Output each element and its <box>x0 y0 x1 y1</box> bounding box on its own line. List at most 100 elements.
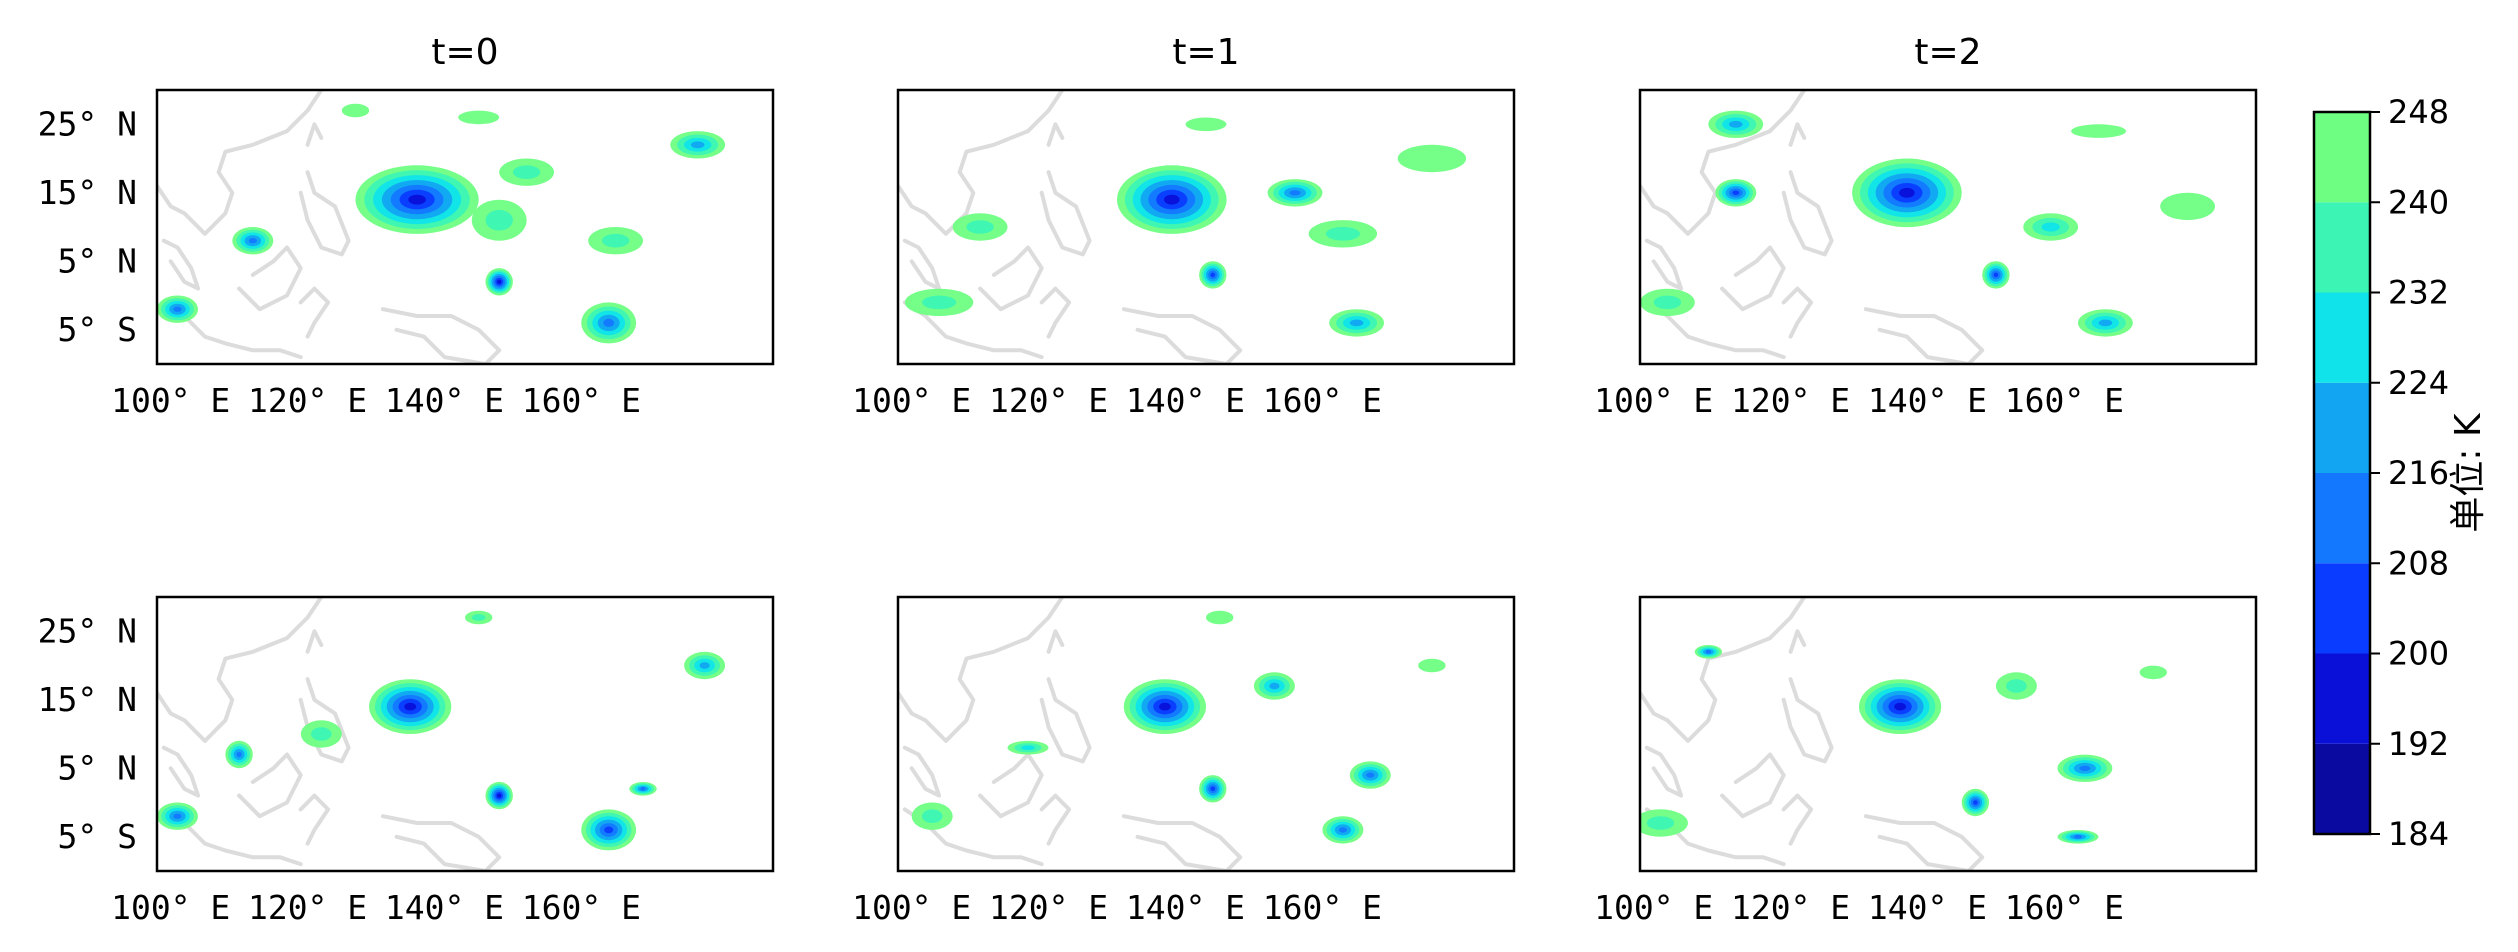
colorbar-swatch <box>2314 743 2370 834</box>
panel-frame <box>896 88 1516 366</box>
cloud-cell <box>1210 786 1216 792</box>
coastline <box>298 286 331 339</box>
cloud-cell <box>1653 295 1682 310</box>
coastline <box>1781 793 1814 846</box>
cloud-cell <box>2160 192 2216 221</box>
y-tick-label: 5° S <box>58 817 137 856</box>
x-tick-label: 160° E <box>2005 381 2124 420</box>
cloud-cell <box>1164 194 1180 205</box>
y-tick-label: 5° N <box>58 748 137 787</box>
x-tick-label: 140° E <box>1868 888 1987 927</box>
cloud-cell <box>1338 827 1347 833</box>
cloud-cell <box>922 295 957 310</box>
cloud-cell <box>236 751 242 758</box>
x-tick-label: 100° E <box>1594 888 1713 927</box>
map-panel-3: 100° E 120° E 140° E 160° E 25° N 15° N 5° N 5°… <box>38 595 775 927</box>
coastline <box>978 752 1044 819</box>
cloud-cell <box>1349 319 1364 327</box>
coastline <box>298 793 331 846</box>
map-area <box>1640 90 2216 364</box>
coastline <box>1788 629 1807 654</box>
coastline <box>1640 90 1807 236</box>
cloud-cell <box>1973 800 1978 805</box>
y-tick-label: 15° N <box>38 680 137 719</box>
cloud-cell <box>690 141 705 149</box>
colorbar-tick-label: 208 <box>2388 544 2449 582</box>
panel-frame <box>1638 595 2258 873</box>
cloud-cell <box>1269 682 1280 690</box>
cloud-cell <box>1729 120 1743 128</box>
coastline <box>1781 677 1834 764</box>
colorbar-tick-label: 224 <box>2388 364 2449 402</box>
coastline <box>902 745 942 798</box>
coastline <box>237 752 303 819</box>
map-area <box>898 597 1446 871</box>
cloud-cell <box>1206 610 1234 625</box>
x-tick-label: 120° E <box>989 888 1108 927</box>
colorbar-tick-label: 248 <box>2388 93 2449 131</box>
x-tick-label: 120° E <box>248 888 367 927</box>
x-tick-label: 100° E <box>1594 381 1713 420</box>
cloud-cell <box>497 793 502 798</box>
coastline <box>298 677 351 764</box>
cloud-cell <box>1021 745 1035 750</box>
map-panel-2: t=2 100° E 120° E 140° E 160° E <box>1594 32 2258 420</box>
coastline <box>1039 286 1072 339</box>
coastline <box>1121 307 1243 364</box>
cloud-cell <box>2071 124 2127 138</box>
cloud-cell <box>512 165 541 179</box>
cloud-cell <box>921 809 943 823</box>
coastline <box>161 238 201 291</box>
cloud-cell <box>966 220 994 234</box>
map-area <box>157 90 726 364</box>
colorbar-tick-label: 200 <box>2388 635 2449 673</box>
cloud-cell <box>341 103 370 118</box>
cloud-cell <box>2041 222 2060 232</box>
cloud-cell <box>2006 679 2027 693</box>
coastline <box>380 307 502 364</box>
cloud-cell <box>2139 665 2167 680</box>
x-tick-label: 140° E <box>1126 888 1245 927</box>
cloud-cell <box>1185 117 1227 132</box>
coastline <box>1039 170 1092 257</box>
coastline <box>902 238 942 291</box>
cloud-cell <box>2079 765 2091 771</box>
cloud-cell <box>497 279 502 284</box>
x-tick-label: 160° E <box>522 381 641 420</box>
colorbar-tick-label: 184 <box>2388 815 2449 853</box>
cloud-cell <box>248 238 257 244</box>
x-tick-label: 160° E <box>1263 888 1382 927</box>
cloud-cell <box>404 702 417 711</box>
colorbar-swatch <box>2314 563 2370 654</box>
coastline <box>161 745 201 798</box>
coastline <box>1121 814 1243 871</box>
coastline <box>305 122 324 147</box>
map-panel-5: 100° E 120° E 140° E 160° E <box>1594 595 2258 927</box>
cloud-cell <box>2073 834 2083 839</box>
x-tick-label: 120° E <box>1731 888 1850 927</box>
x-tick-label: 140° E <box>385 381 504 420</box>
map-area <box>898 90 1467 364</box>
x-tick-label: 160° E <box>522 888 641 927</box>
cloud-cell <box>1993 272 1999 278</box>
coastline <box>305 629 324 654</box>
coastline <box>902 300 1044 360</box>
panel-title: t=0 <box>431 32 498 73</box>
cloud-cell <box>485 209 513 231</box>
cloud-cell <box>173 306 182 312</box>
x-tick-label: 140° E <box>385 888 504 927</box>
cloud-cell <box>1325 227 1360 241</box>
colorbar-tick-label: 232 <box>2388 274 2449 312</box>
map-panel-0: t=0 100° E 120° E 140° E 160° E 25° N 15° N 5° … <box>38 32 775 420</box>
coastline <box>1039 677 1092 764</box>
coastline <box>1720 752 1786 819</box>
map-area <box>157 597 726 871</box>
cloud-cell <box>1397 144 1467 173</box>
colorbar-swatch <box>2314 292 2370 383</box>
cloud-cell <box>640 786 646 791</box>
colorbar-tick-label: 216 <box>2388 454 2449 492</box>
y-tick-label: 25° N <box>38 611 137 650</box>
coastline <box>1644 238 1684 291</box>
cloud-cell <box>601 233 630 248</box>
